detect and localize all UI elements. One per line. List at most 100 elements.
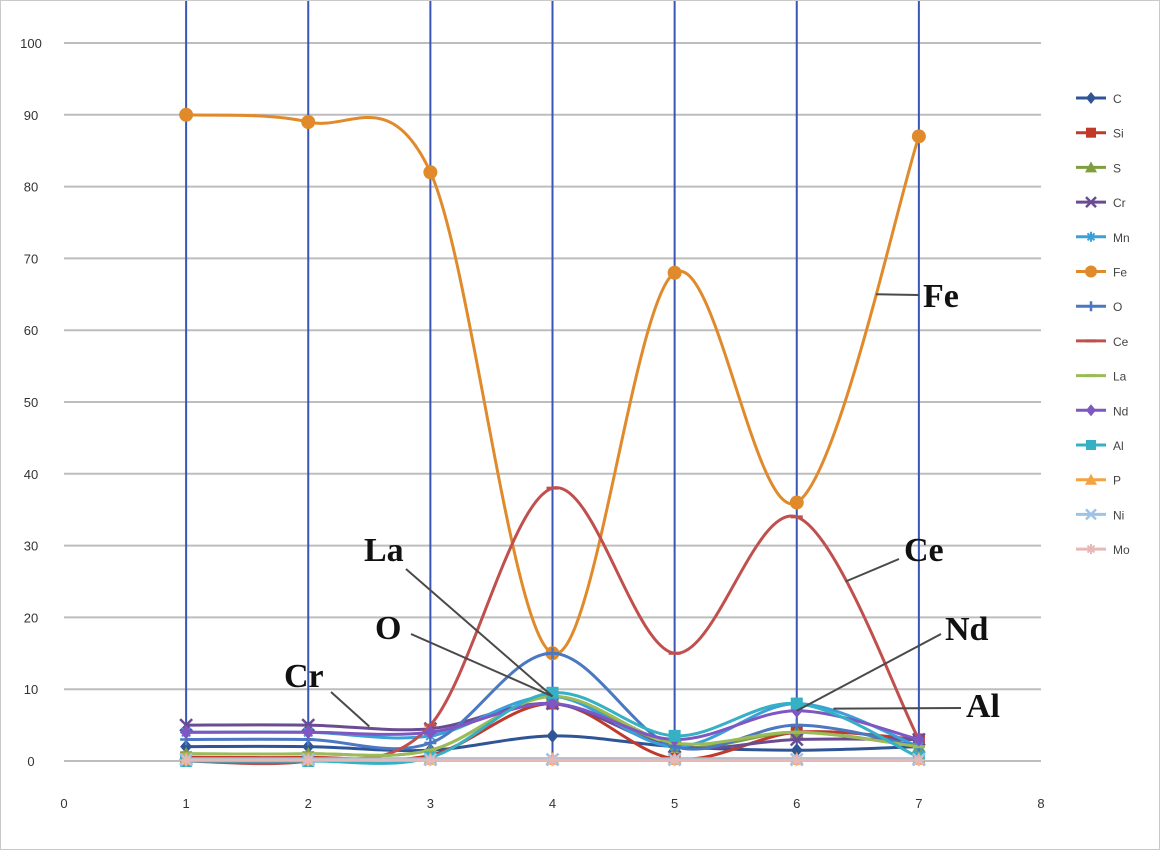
series-layer	[179, 107, 926, 767]
legend-marker-nd	[1086, 404, 1096, 417]
legend-item-nd: Nd	[1076, 404, 1128, 418]
point-mo-6	[790, 754, 803, 767]
point-mo-5	[668, 754, 681, 767]
series-mo	[180, 754, 925, 767]
point-mo-1	[180, 754, 193, 767]
y-tick-label-60: 60	[24, 323, 38, 338]
x-tick-label-1: 1	[183, 796, 190, 811]
y-tick-label-0: 0	[27, 754, 34, 769]
point-c-4	[546, 728, 559, 743]
y-tick-label-10: 10	[24, 682, 38, 697]
legend-label-nd: Nd	[1113, 404, 1128, 418]
point-mo-4	[546, 754, 559, 767]
point-mo-2	[302, 754, 315, 767]
annotation-leader-ce	[845, 558, 900, 583]
legend-item-o: O	[1076, 300, 1122, 314]
legend-label-mn: Mn	[1113, 231, 1130, 245]
point-c-1	[180, 739, 193, 754]
annotation-leader-la	[405, 568, 554, 698]
legend-item-la: La	[1076, 370, 1127, 384]
annotation-leader-cr	[330, 691, 370, 728]
point-fe-2	[301, 114, 316, 129]
legend-label-p: P	[1113, 474, 1121, 488]
vertical-lines	[185, 1, 920, 761]
legend-marker-al	[1086, 440, 1096, 450]
legend-marker-c	[1086, 92, 1096, 104]
legend-marker-p	[1085, 473, 1097, 485]
y-tick-label-50: 50	[24, 395, 38, 410]
legend-item-ce: Ce	[1076, 335, 1129, 349]
legend-marker-mo	[1086, 544, 1096, 555]
annotation-leader-o	[410, 633, 553, 698]
x-tick-label-4: 4	[549, 796, 556, 811]
legend-item-s: S	[1076, 161, 1121, 175]
legend-label-la: La	[1113, 370, 1127, 384]
legend-item-mo: Mo	[1076, 543, 1130, 557]
series-fe	[179, 107, 926, 661]
point-fe-5	[667, 265, 682, 280]
point-nd-7	[912, 732, 925, 747]
point-nd-1	[180, 725, 193, 740]
x-tick-label-7: 7	[915, 796, 922, 811]
legend-item-fe: Fe	[1076, 265, 1127, 280]
annotation-cr: Cr	[284, 658, 370, 728]
legend-marker-s	[1085, 161, 1097, 173]
x-tick-label-6: 6	[793, 796, 800, 811]
legend-label-ce: Ce	[1113, 335, 1129, 349]
x-axis: 0 1 2 3 4 5 6 7 8	[60, 796, 1044, 811]
legend-label-mo: Mo	[1113, 543, 1130, 557]
x-tick-label-2: 2	[305, 796, 312, 811]
annotation-label-la: La	[364, 532, 404, 569]
legend-label-si: Si	[1113, 127, 1124, 141]
legend-label-cr: Cr	[1113, 196, 1126, 210]
y-tick-label-70: 70	[24, 251, 38, 266]
annotation-leader-al	[833, 707, 962, 710]
legend-item-ni: Ni	[1076, 508, 1124, 522]
legend: C Si S Cr Mn Fe O Ce La Nd Al P Ni Mo	[1076, 92, 1130, 557]
x-tick-label-5: 5	[671, 796, 678, 811]
y-axis: 0 10 20 30 40 50 60 70 80 90 100	[20, 36, 42, 769]
y-tick-label-80: 80	[24, 180, 38, 195]
point-mo-7	[912, 754, 925, 767]
annotation-label-cr: Cr	[284, 658, 324, 695]
legend-label-fe: Fe	[1113, 266, 1127, 280]
point-al-5	[668, 729, 681, 742]
point-c-6	[790, 743, 803, 758]
point-fe-3	[423, 165, 438, 180]
legend-item-al: Al	[1076, 439, 1124, 453]
annotation-label-o: O	[375, 610, 401, 647]
point-fe-1	[179, 107, 194, 122]
point-mo-3	[424, 754, 437, 767]
annotation-la: La	[364, 532, 554, 698]
legend-marker-si	[1086, 127, 1096, 138]
annotation-ce: Ce	[845, 532, 944, 583]
x-tick-label-0: 0	[60, 796, 67, 811]
point-o-4	[546, 647, 559, 660]
annotation-al: Al	[833, 688, 1000, 725]
annotation-label-ce: Ce	[904, 532, 944, 569]
annotation-label-fe: Fe	[923, 278, 959, 315]
point-al-6	[790, 697, 803, 710]
annotation-o: O	[375, 610, 553, 698]
legend-marker-ni	[1085, 508, 1097, 521]
annotation-leader-nd	[796, 633, 942, 712]
y-tick-label-40: 40	[24, 467, 38, 482]
legend-marker-fe	[1085, 265, 1097, 278]
point-cr-6	[789, 732, 804, 747]
annotation-label-al: Al	[966, 688, 1000, 725]
legend-item-si: Si	[1076, 127, 1124, 141]
legend-item-c: C	[1076, 92, 1122, 106]
legend-label-c: C	[1113, 92, 1122, 106]
x-tick-label-8: 8	[1037, 796, 1044, 811]
y-tick-label-20: 20	[24, 610, 38, 625]
point-nd-2	[302, 725, 315, 740]
point-nd-3	[424, 725, 437, 740]
point-c-2	[302, 739, 315, 754]
y-tick-label-30: 30	[24, 539, 38, 554]
point-fe-7	[911, 129, 926, 144]
annotation-nd: Nd	[796, 611, 989, 712]
y-tick-label-100: 100	[20, 36, 42, 51]
legend-item-mn: Mn	[1076, 231, 1130, 245]
